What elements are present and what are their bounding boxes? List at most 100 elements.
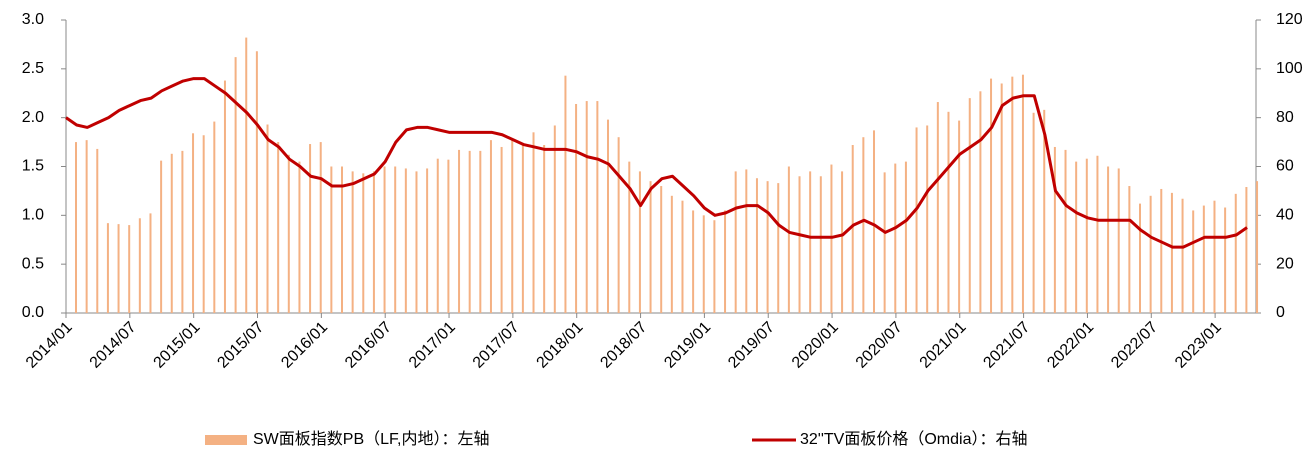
y2-tick-label: 40 bbox=[1276, 207, 1294, 224]
y2-tick-label: 80 bbox=[1276, 109, 1294, 126]
bar bbox=[415, 171, 418, 313]
x-tick-label: 2021/07 bbox=[980, 319, 1033, 372]
bar bbox=[287, 154, 290, 313]
bar bbox=[670, 195, 673, 313]
bar bbox=[1160, 188, 1163, 313]
legend-label: 32''TV面板价格（Omdia）：右轴 bbox=[800, 430, 1027, 448]
bar bbox=[926, 125, 929, 313]
bar bbox=[1213, 200, 1216, 313]
bar bbox=[755, 178, 758, 313]
bar bbox=[607, 119, 609, 314]
bar bbox=[947, 111, 950, 313]
x-tick-label: 2017/07 bbox=[470, 319, 523, 372]
bar bbox=[1234, 193, 1237, 313]
bar bbox=[436, 158, 439, 313]
x-tick-label: 2017/01 bbox=[406, 319, 459, 372]
x-tick-label: 2018/01 bbox=[534, 319, 587, 372]
x-tick-label: 2020/01 bbox=[789, 319, 842, 372]
x-tick-label: 2014/01 bbox=[23, 319, 76, 372]
bar bbox=[245, 37, 248, 313]
bar bbox=[979, 91, 982, 314]
bar bbox=[479, 150, 482, 313]
bar bbox=[681, 200, 684, 313]
bar bbox=[649, 181, 652, 313]
bar bbox=[1043, 109, 1046, 313]
x-tick-label: 2022/01 bbox=[1044, 319, 1097, 372]
bar bbox=[309, 144, 312, 313]
y2-tick-label: 0 bbox=[1276, 304, 1285, 321]
bar bbox=[362, 173, 365, 313]
bar bbox=[564, 75, 567, 313]
bar bbox=[766, 181, 769, 313]
bar bbox=[809, 171, 812, 313]
x-tick-label: 2016/07 bbox=[342, 319, 395, 372]
bar bbox=[468, 150, 471, 313]
y2-tick-label: 120 bbox=[1276, 11, 1303, 28]
x-tick-label: 2023/01 bbox=[1172, 319, 1225, 372]
bar bbox=[1075, 161, 1078, 313]
bar bbox=[75, 142, 77, 313]
bar bbox=[1245, 187, 1248, 313]
bar bbox=[160, 160, 163, 313]
bar bbox=[904, 161, 907, 313]
bar bbox=[724, 210, 727, 313]
bar bbox=[138, 218, 141, 313]
bar bbox=[894, 163, 897, 313]
x-tick-label: 2014/07 bbox=[87, 319, 140, 372]
x-tick-label: 2019/07 bbox=[725, 319, 778, 372]
bar bbox=[223, 80, 226, 313]
bar bbox=[1000, 83, 1003, 313]
bar bbox=[787, 166, 790, 313]
bar bbox=[692, 210, 695, 313]
y-tick-label: 1.0 bbox=[22, 207, 44, 224]
bar bbox=[404, 168, 407, 313]
bar bbox=[447, 159, 450, 313]
bar bbox=[1192, 210, 1195, 313]
x-tick-label: 2015/01 bbox=[151, 319, 204, 372]
y-tick-label: 0.5 bbox=[22, 255, 44, 272]
bar bbox=[298, 161, 301, 313]
bar bbox=[883, 172, 886, 313]
bar bbox=[862, 137, 865, 313]
y2-tick-label: 60 bbox=[1276, 158, 1294, 175]
bar bbox=[851, 145, 854, 313]
bar bbox=[128, 225, 131, 313]
bar bbox=[777, 183, 780, 313]
x-tick-label: 2016/01 bbox=[278, 319, 331, 372]
bar bbox=[192, 133, 195, 313]
bar bbox=[96, 148, 99, 313]
bar bbox=[617, 137, 620, 313]
y-tick-label: 2.0 bbox=[22, 109, 44, 126]
bar bbox=[713, 220, 716, 313]
bar bbox=[1202, 205, 1205, 313]
y-tick-label: 3.0 bbox=[22, 11, 44, 28]
legend-label: SW面板指数PB（LF,内地）：左轴 bbox=[253, 430, 489, 448]
y2-tick-label: 20 bbox=[1276, 255, 1294, 272]
bar bbox=[819, 176, 822, 313]
bar bbox=[596, 101, 599, 314]
bar bbox=[1032, 112, 1035, 314]
bar bbox=[1181, 198, 1184, 313]
bar bbox=[213, 121, 216, 313]
bar bbox=[181, 150, 184, 313]
bar bbox=[426, 168, 429, 313]
bar bbox=[500, 146, 503, 313]
bar bbox=[1117, 168, 1120, 313]
bar bbox=[1021, 74, 1024, 314]
y-tick-label: 0.0 bbox=[22, 304, 44, 321]
bar bbox=[958, 120, 961, 313]
bar bbox=[745, 169, 748, 313]
bar bbox=[798, 176, 801, 313]
bar bbox=[734, 171, 737, 313]
bar bbox=[170, 153, 173, 313]
bar bbox=[873, 130, 875, 313]
bar bbox=[85, 140, 88, 313]
x-tick-label: 2020/07 bbox=[853, 319, 906, 372]
y-tick-label: 2.5 bbox=[22, 60, 44, 77]
line bbox=[65, 77, 1248, 249]
bar bbox=[106, 223, 109, 313]
bar bbox=[1224, 207, 1227, 313]
bar bbox=[702, 215, 705, 313]
bar bbox=[1128, 186, 1131, 313]
bar bbox=[543, 145, 546, 313]
